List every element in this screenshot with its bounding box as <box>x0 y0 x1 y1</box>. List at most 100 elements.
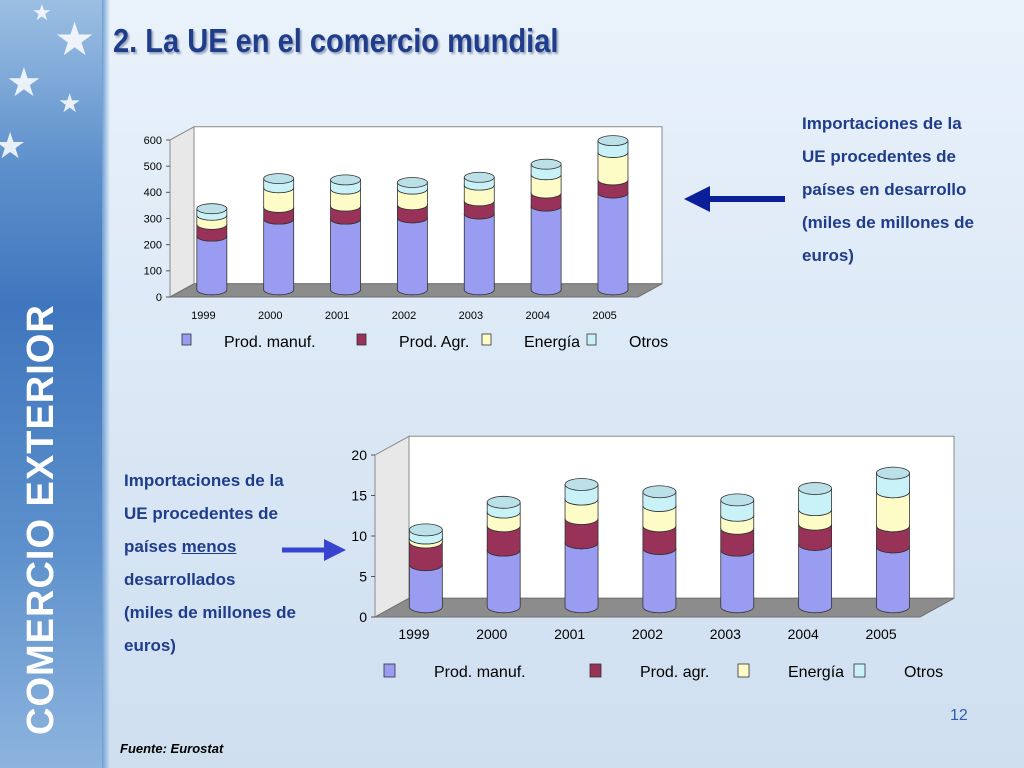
description-line: euros) <box>802 246 854 265</box>
y-tick-label: 20 <box>351 447 367 463</box>
description-line: Importaciones de la <box>124 471 284 490</box>
y-tick-label: 5 <box>359 568 367 584</box>
bar-segment-top <box>564 478 599 491</box>
x-tick-label: 2000 <box>476 626 507 642</box>
bar-segment-top <box>463 171 495 183</box>
arrow-left-icon <box>684 186 785 212</box>
bar-segment <box>530 205 562 296</box>
bar-segment-top <box>486 495 521 509</box>
star-icon: ★ <box>58 88 82 118</box>
legend-swatch <box>181 333 192 346</box>
bar-segment-top <box>263 173 295 184</box>
star-icon: ★ <box>0 125 27 166</box>
description-emphasis: menos <box>181 537 237 556</box>
x-tick-label: 2005 <box>865 626 896 642</box>
x-tick-label: 2001 <box>325 310 349 322</box>
sidebar-edge <box>102 0 110 768</box>
bar-segment <box>720 527 755 557</box>
legend-label: Prod. agr. <box>640 664 709 681</box>
bar-segment <box>408 564 443 614</box>
legend-swatch <box>589 663 602 678</box>
x-tick-label: 2000 <box>258 310 282 322</box>
bar-segment <box>564 542 599 614</box>
y-tick-label: 0 <box>359 609 367 625</box>
star-icon: ★ <box>54 13 96 65</box>
legend-label: Prod. Agr. <box>399 334 469 351</box>
description-line: (miles de millones de <box>124 603 296 622</box>
page-number: 12 <box>950 707 968 724</box>
x-tick-label: 2001 <box>554 626 585 642</box>
bar-segment-top <box>798 482 833 495</box>
y-tick-label: 300 <box>144 213 162 225</box>
x-tick-label: 2002 <box>632 626 663 642</box>
legend-swatch <box>356 333 367 346</box>
bar-segment-top <box>876 466 910 480</box>
bar-segment <box>642 548 677 614</box>
chart-side-wall <box>374 435 410 618</box>
y-tick-label: 15 <box>351 487 367 503</box>
description-line: (miles de millones de <box>802 213 974 232</box>
description-line: Importaciones de la <box>802 114 962 133</box>
bar-segment-top <box>720 493 755 507</box>
y-tick-label: 200 <box>144 240 162 252</box>
description-text: países <box>124 537 182 556</box>
legend-label: Prod. manuf. <box>224 334 316 351</box>
bar-segment <box>263 187 295 213</box>
description-line: euros) <box>124 636 176 655</box>
bar-segment <box>876 525 910 554</box>
bar-segment <box>408 541 443 572</box>
description-line: países en desarrollo <box>802 180 967 199</box>
bar-segment <box>798 523 833 551</box>
bar-segment <box>330 188 361 212</box>
sidebar-band: ★ ★ ★ ★ ★ <box>0 0 102 768</box>
legend-swatch <box>737 663 750 678</box>
bar-segment-top <box>330 174 361 186</box>
chart-side-wall <box>169 125 195 298</box>
bar-segment <box>196 235 228 296</box>
x-tick-label: 1999 <box>398 626 429 642</box>
x-tick-label: 2004 <box>788 626 819 642</box>
bar-segment <box>530 174 562 199</box>
bar-segment <box>397 188 428 211</box>
description-line: países menos <box>124 530 296 563</box>
star-icon: ★ <box>6 61 42 105</box>
bar-segment-top <box>408 523 443 537</box>
legend-swatch <box>383 663 396 678</box>
x-tick-label: 2002 <box>392 310 416 322</box>
bar-segment-top <box>642 485 677 499</box>
chart-top: 0 100 200 300 400 500 600 1999 2000 2001 2002 2003 2… <box>144 125 668 351</box>
y-tick-label: 600 <box>144 135 162 147</box>
sidebar-title: COMERCIO EXTERIOR <box>20 304 62 735</box>
legend-swatch <box>853 663 866 678</box>
bar-segment <box>263 218 295 296</box>
description-line: UE procedentes de <box>124 504 278 523</box>
bar-segment <box>463 184 495 207</box>
description-bottom: Importaciones de la UE procedentes de pa… <box>124 464 296 662</box>
chart-bottom: 0 5 10 15 20 1999 2000 2001 2002 2003 2004 2005 Prod… <box>351 435 955 681</box>
star-icon: ★ <box>32 0 52 25</box>
bar-segment-top <box>530 158 562 170</box>
bar-segment <box>463 213 495 296</box>
source-note: Fuente: Eurostat <box>120 741 224 756</box>
legend-label: Otros <box>904 664 943 681</box>
bar-segment <box>798 544 833 614</box>
x-tick-label: 1999 <box>191 310 215 322</box>
bar-segment <box>876 546 910 614</box>
legend-label: Prod. manuf. <box>434 664 526 681</box>
y-tick-label: 500 <box>144 161 162 173</box>
bar-segment <box>330 218 361 296</box>
bar-segment-top <box>196 203 228 215</box>
bar-segment <box>486 525 521 557</box>
bar-segment <box>876 472 910 499</box>
legend-label: Energía <box>788 664 844 681</box>
bar-segment <box>642 525 677 555</box>
x-tick-label: 2003 <box>710 626 741 642</box>
y-tick-label: 10 <box>351 528 367 544</box>
bar-segment <box>597 192 629 296</box>
bar-segment <box>720 549 755 614</box>
bar-segment <box>597 152 629 186</box>
legend-label: Otros <box>629 334 668 351</box>
description-line: desarrollados <box>124 570 236 589</box>
legend-swatch <box>586 333 597 346</box>
bar-segment <box>798 488 833 516</box>
